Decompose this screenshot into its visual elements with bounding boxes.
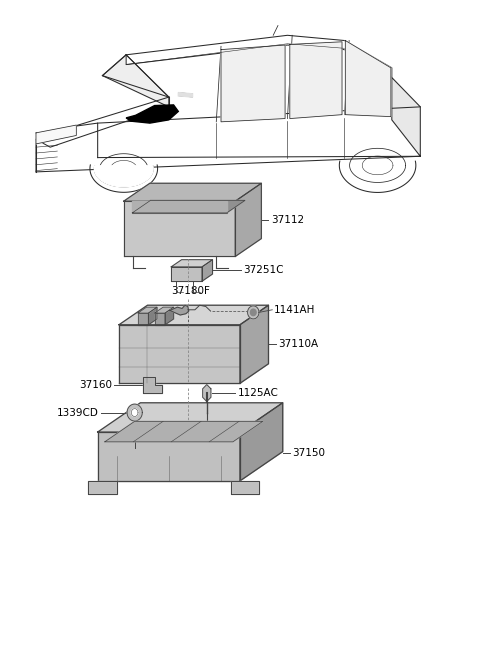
- Polygon shape: [165, 307, 174, 325]
- Polygon shape: [36, 123, 97, 172]
- Polygon shape: [221, 45, 285, 122]
- Text: 1141AH: 1141AH: [274, 305, 315, 315]
- Polygon shape: [171, 267, 202, 281]
- Polygon shape: [97, 432, 240, 481]
- Polygon shape: [138, 307, 157, 313]
- Text: 37251C: 37251C: [243, 266, 284, 276]
- Polygon shape: [171, 260, 213, 267]
- Polygon shape: [138, 313, 148, 325]
- Polygon shape: [126, 35, 392, 77]
- Polygon shape: [179, 92, 192, 97]
- Text: 37160: 37160: [79, 380, 112, 390]
- Polygon shape: [392, 77, 420, 156]
- Polygon shape: [230, 481, 259, 494]
- Polygon shape: [97, 403, 283, 432]
- Polygon shape: [290, 42, 342, 119]
- Polygon shape: [132, 200, 245, 213]
- Polygon shape: [36, 97, 169, 147]
- Polygon shape: [155, 307, 174, 313]
- Polygon shape: [240, 305, 268, 383]
- Polygon shape: [97, 107, 420, 136]
- Polygon shape: [155, 313, 165, 325]
- Polygon shape: [240, 403, 283, 481]
- Polygon shape: [127, 404, 142, 421]
- Polygon shape: [105, 421, 263, 442]
- Polygon shape: [132, 201, 227, 213]
- Polygon shape: [343, 162, 412, 186]
- Polygon shape: [88, 481, 117, 494]
- Polygon shape: [235, 183, 261, 256]
- Polygon shape: [203, 384, 211, 401]
- Text: 37180F: 37180F: [171, 286, 210, 296]
- Polygon shape: [251, 309, 256, 316]
- Polygon shape: [126, 105, 179, 123]
- Polygon shape: [248, 306, 259, 319]
- Text: 1339CD: 1339CD: [57, 407, 99, 418]
- Polygon shape: [102, 55, 169, 107]
- Text: 37150: 37150: [292, 448, 325, 459]
- Polygon shape: [95, 166, 153, 187]
- Polygon shape: [143, 377, 162, 393]
- Polygon shape: [36, 125, 76, 144]
- Polygon shape: [345, 41, 391, 117]
- Polygon shape: [170, 305, 189, 315]
- Polygon shape: [132, 409, 138, 417]
- Polygon shape: [202, 260, 213, 281]
- Text: 37112: 37112: [271, 215, 304, 225]
- Polygon shape: [119, 325, 240, 383]
- Polygon shape: [148, 307, 157, 325]
- Polygon shape: [119, 305, 268, 325]
- Text: 1125AC: 1125AC: [238, 388, 278, 398]
- Polygon shape: [124, 201, 235, 256]
- Text: 37110A: 37110A: [278, 339, 318, 349]
- Polygon shape: [124, 183, 261, 201]
